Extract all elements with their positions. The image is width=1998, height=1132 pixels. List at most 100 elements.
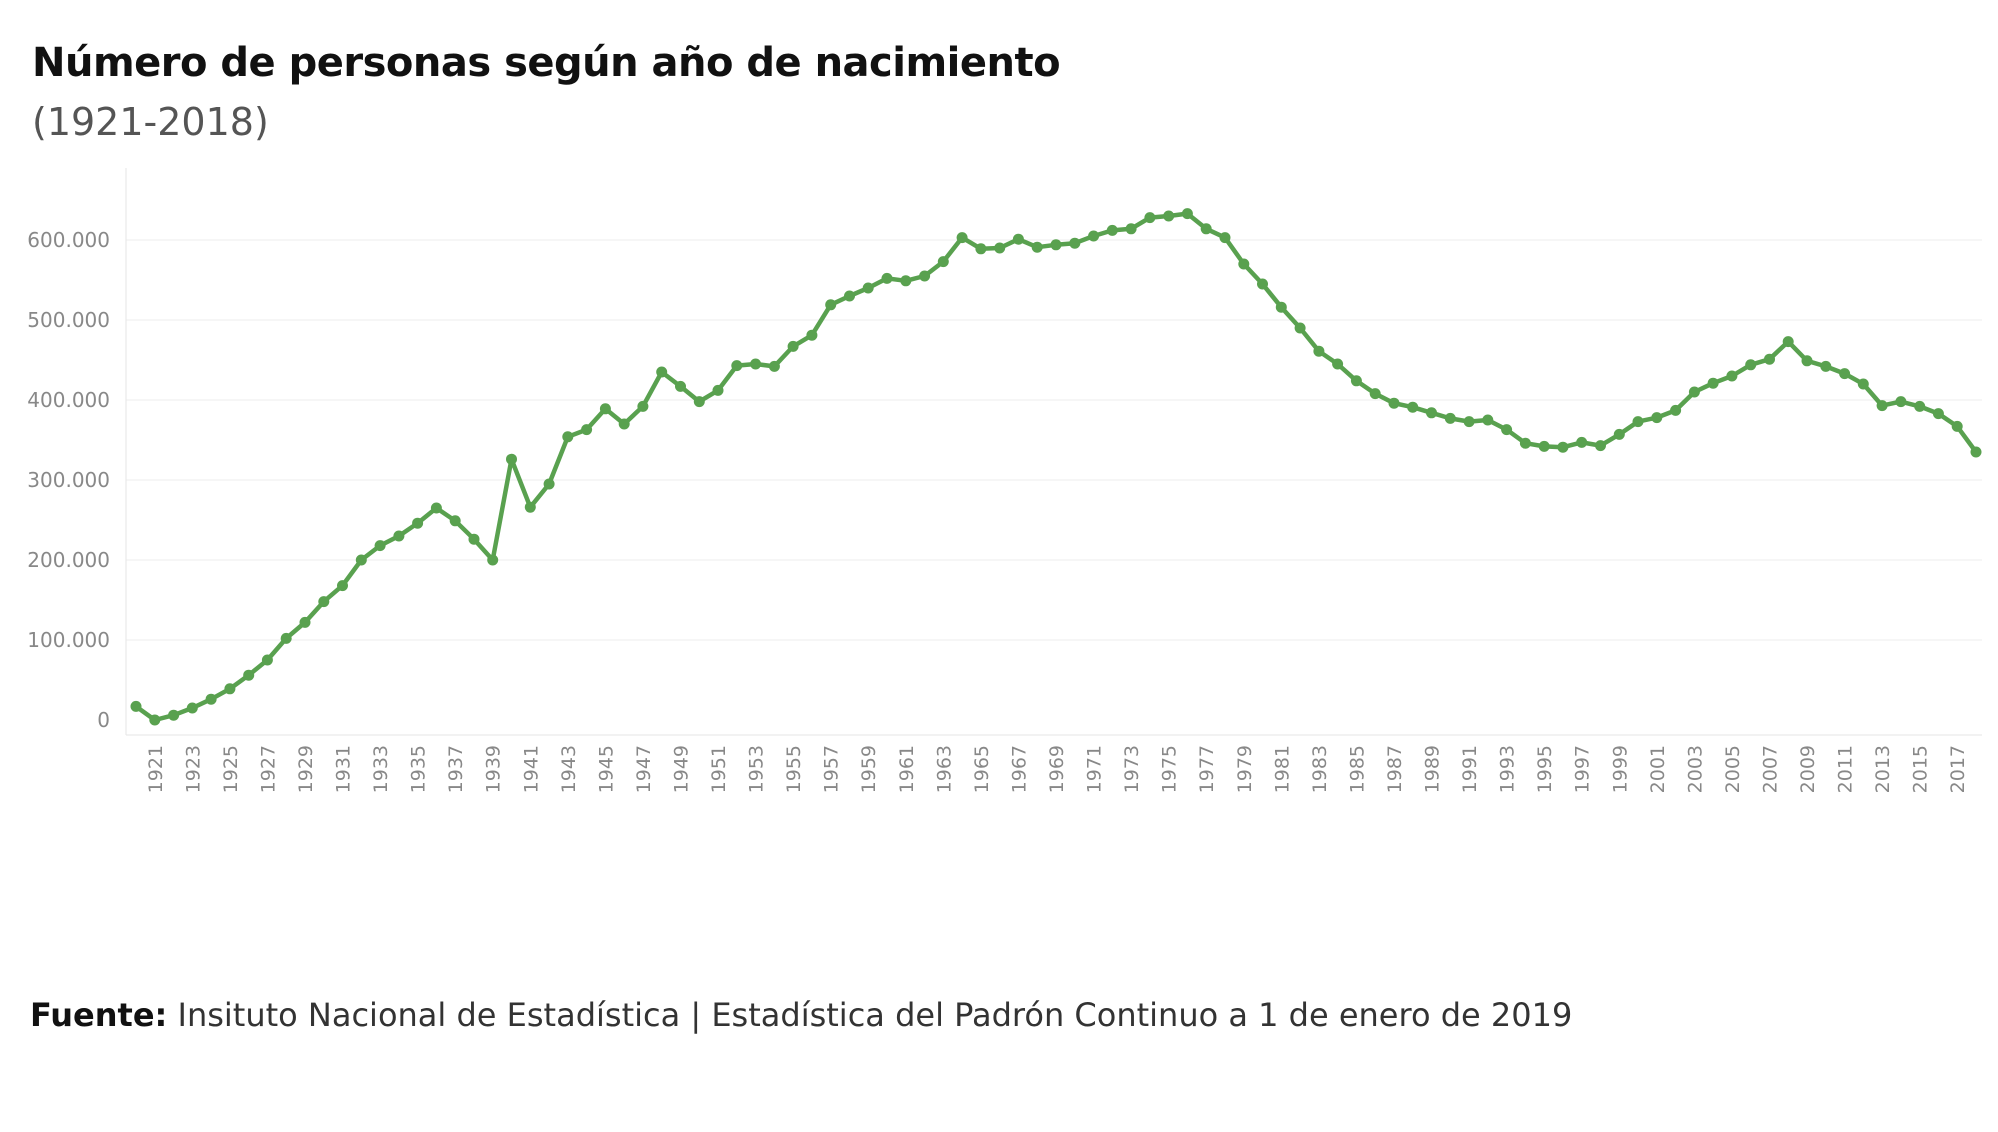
data-point bbox=[1745, 359, 1757, 371]
data-point bbox=[1895, 396, 1907, 408]
x-tick-label: 1973 bbox=[1121, 745, 1143, 793]
data-point bbox=[1688, 386, 1700, 398]
data-point bbox=[449, 515, 461, 527]
data-point bbox=[768, 360, 780, 372]
data-point bbox=[1932, 408, 1944, 420]
data-point bbox=[1857, 378, 1869, 390]
x-tick-label: 1953 bbox=[746, 745, 768, 793]
data-point bbox=[1970, 446, 1982, 458]
data-point bbox=[468, 533, 480, 545]
data-point bbox=[543, 478, 555, 490]
data-point bbox=[1388, 397, 1400, 409]
x-tick-label: 1997 bbox=[1572, 745, 1594, 793]
x-tick-label: 1941 bbox=[520, 745, 542, 793]
data-point bbox=[1951, 420, 1963, 432]
data-point bbox=[1350, 375, 1362, 387]
data-point bbox=[1088, 230, 1100, 242]
source-note: Fuente: Insituto Nacional de Estadística… bbox=[30, 996, 1572, 1034]
data-point bbox=[1012, 233, 1024, 245]
x-tick-label: 1991 bbox=[1459, 745, 1481, 793]
data-point bbox=[1294, 322, 1306, 334]
data-point bbox=[1782, 336, 1794, 348]
data-point bbox=[975, 243, 987, 255]
x-tick-label: 1933 bbox=[370, 745, 392, 793]
x-tick-label: 1939 bbox=[483, 745, 505, 793]
x-tick-label: 1993 bbox=[1497, 745, 1519, 793]
x-tick-label: 1965 bbox=[971, 745, 993, 793]
data-point bbox=[1651, 412, 1663, 424]
data-point bbox=[1482, 414, 1494, 426]
data-point bbox=[599, 403, 611, 415]
x-tick-label: 1987 bbox=[1384, 745, 1406, 793]
source-text: Insituto Nacional de Estadística | Estad… bbox=[167, 996, 1573, 1034]
data-point bbox=[299, 616, 311, 628]
data-point bbox=[149, 714, 161, 726]
data-point bbox=[1557, 441, 1569, 453]
y-tick-label: 100.000 bbox=[27, 628, 110, 652]
x-tick-label: 1959 bbox=[858, 745, 880, 793]
data-point bbox=[1726, 370, 1738, 382]
x-tick-label: 1967 bbox=[1008, 745, 1030, 793]
data-point bbox=[337, 580, 348, 592]
x-tick-label: 1963 bbox=[933, 745, 955, 793]
x-tick-label: 1927 bbox=[257, 745, 279, 793]
data-point bbox=[656, 366, 668, 378]
data-point bbox=[618, 418, 630, 430]
data-point bbox=[881, 272, 893, 284]
data-point bbox=[1332, 358, 1344, 370]
y-axis: 0 100.000 200.000 300.000 400.000 500.000 600.… bbox=[27, 168, 127, 735]
data-point bbox=[261, 654, 273, 666]
line-chart: 0 100.000 200.000 300.000 400.000 500.000 600.… bbox=[27, 168, 1982, 793]
x-tick-label: 1971 bbox=[1084, 745, 1106, 793]
series-line bbox=[133, 211, 1979, 723]
data-point bbox=[1444, 412, 1456, 424]
data-point bbox=[1313, 345, 1325, 357]
x-tick-label: 1983 bbox=[1309, 745, 1331, 793]
data-point bbox=[994, 242, 1006, 254]
data-point bbox=[1106, 224, 1118, 236]
x-tick-label: 1977 bbox=[1196, 745, 1218, 793]
y-tick-label: 0 bbox=[97, 708, 110, 732]
data-point bbox=[487, 554, 499, 566]
data-point bbox=[1050, 239, 1062, 251]
data-point bbox=[1407, 401, 1419, 413]
x-tick-label: 1955 bbox=[783, 745, 805, 793]
x-tick-label: 2015 bbox=[1910, 745, 1932, 793]
data-point bbox=[1219, 232, 1231, 244]
data-point bbox=[581, 424, 593, 436]
data-point bbox=[524, 501, 536, 513]
data-point bbox=[1801, 355, 1813, 367]
data-point bbox=[1257, 278, 1268, 290]
x-tick-label: 1957 bbox=[821, 745, 843, 793]
x-tick-label: 1921 bbox=[145, 745, 167, 793]
source-label: Fuente: bbox=[30, 996, 168, 1034]
data-point bbox=[1820, 360, 1832, 372]
data-point bbox=[168, 709, 180, 721]
y-tick-label: 500.000 bbox=[27, 308, 110, 332]
x-tick-label: 1951 bbox=[708, 745, 730, 793]
chart-subtitle: (1921-2018) bbox=[32, 100, 269, 144]
data-point bbox=[731, 360, 743, 372]
x-tick-label: 1985 bbox=[1346, 745, 1368, 793]
chart-title: Número de personas según año de nacimien… bbox=[32, 40, 1061, 86]
data-point bbox=[1501, 424, 1513, 436]
data-point bbox=[318, 596, 330, 608]
data-point bbox=[355, 554, 367, 566]
data-point bbox=[900, 275, 912, 287]
data-point bbox=[1595, 440, 1606, 452]
x-tick-label: 1937 bbox=[445, 745, 467, 793]
data-point bbox=[1707, 377, 1719, 389]
x-tick-label: 1925 bbox=[220, 745, 242, 793]
x-tick-label: 2001 bbox=[1647, 745, 1669, 793]
x-tick-label: 1931 bbox=[333, 745, 355, 793]
data-point bbox=[637, 400, 649, 412]
data-point bbox=[937, 256, 949, 268]
x-tick-label: 1969 bbox=[1046, 745, 1068, 793]
x-tick-label: 2005 bbox=[1722, 745, 1744, 793]
data-point bbox=[862, 282, 874, 294]
data-point bbox=[1914, 400, 1926, 412]
data-point bbox=[1426, 407, 1437, 419]
x-tick-label: 1979 bbox=[1234, 745, 1256, 793]
x-tick-label: 1935 bbox=[408, 745, 430, 793]
x-tick-label: 1947 bbox=[633, 745, 655, 793]
